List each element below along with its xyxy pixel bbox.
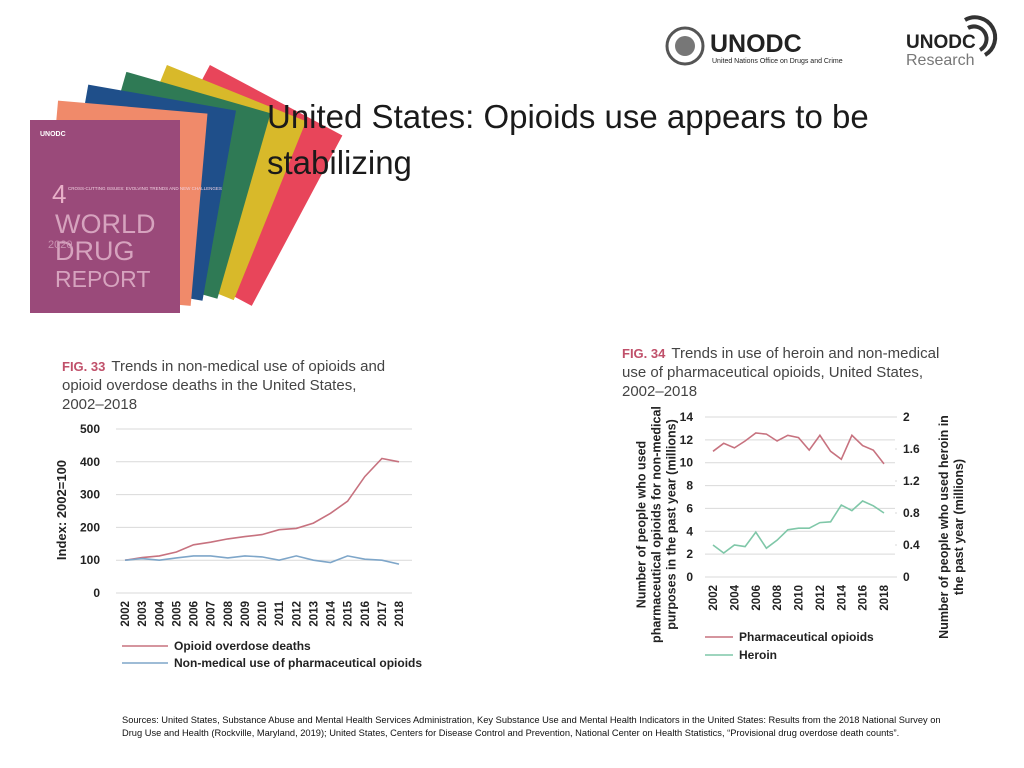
x-tick-label: 2018 — [879, 584, 891, 610]
cover-number: 4 — [52, 179, 66, 209]
x-tick-label: 2009 — [240, 601, 252, 627]
x-tick-label: 2011 — [274, 600, 286, 626]
y2-tick-label: 1.6 — [903, 442, 920, 456]
x-tick-label: 2014 — [326, 600, 338, 626]
x-tick-label: 2007 — [206, 601, 218, 627]
chart-heading: FIG. 34 Trends in use of heroin and non-m… — [622, 344, 962, 401]
chart-title: Trends in non-medical use of opioids and… — [62, 358, 386, 413]
series-line — [124, 457, 400, 561]
x-tick-label: 2015 — [343, 600, 355, 626]
unodc-logo: UNODC United Nations Office on Drugs and… — [665, 26, 843, 66]
chart-heading: FIG. 33 Trends in non-medical use of opio… — [62, 357, 392, 414]
chart-title: Trends in use of heroin and non-medical … — [622, 345, 940, 400]
figure-number: FIG. 34 — [622, 346, 666, 361]
cover-title: REPORT — [55, 266, 150, 292]
logo-text: Research — [906, 52, 974, 69]
y-tick-label: 2 — [686, 547, 693, 561]
x-tick-label: 2017 — [377, 601, 389, 627]
logo-text: UNODC — [906, 32, 976, 53]
series-line — [124, 555, 400, 565]
y-tick-label: 4 — [686, 524, 693, 538]
logo-text: UNODC — [710, 30, 802, 58]
y-axis-label: Index: 2002=100 — [54, 460, 69, 560]
y-tick-label: 200 — [80, 520, 100, 534]
y-tick-label: 400 — [80, 455, 100, 469]
x-tick-label: 2002 — [120, 601, 132, 627]
x-tick-label: 2010 — [257, 601, 269, 627]
x-tick-label: 2008 — [772, 584, 784, 610]
x-tick-label: 2006 — [189, 601, 201, 627]
figure-number: FIG. 33 — [62, 359, 106, 374]
x-tick-label: 2018 — [394, 600, 406, 626]
x-tick-label: 2012 — [815, 585, 827, 611]
slide-title: United States: Opioids use appears to be… — [267, 98, 869, 181]
x-tick-label: 2006 — [751, 585, 763, 611]
x-tick-label: 2002 — [708, 585, 720, 611]
x-tick-label: 2013 — [308, 601, 320, 627]
y-tick-label: 12 — [680, 433, 694, 447]
legend-label: Non-medical use of pharmaceutical opioid… — [174, 656, 422, 670]
y2-tick-label: 1.2 — [903, 474, 920, 488]
x-tick-label: 2003 — [137, 601, 149, 627]
y2-tick-label: 2 — [903, 410, 910, 424]
cover-brand: UNODC — [40, 131, 66, 138]
y-tick-label: 0 — [93, 586, 100, 600]
y-tick-label: 500 — [80, 422, 100, 436]
legend-label: Opioid overdose deaths — [174, 639, 311, 653]
legend-label: Heroin — [739, 648, 777, 662]
cover-title: DRUG — [55, 236, 135, 266]
x-tick-label: 2014 — [836, 584, 848, 610]
cover-subtitle: CROSS-CUTTING ISSUES: EVOLVING TRENDS AN… — [68, 186, 222, 191]
research-logo: UNODC Research — [906, 15, 998, 69]
sources: Sources: United States, Substance Abuse … — [122, 715, 941, 738]
y2-tick-label: 0 — [903, 570, 910, 584]
logo-subtitle: United Nations Office on Drugs and Crime — [712, 58, 843, 65]
y-tick-label: 14 — [680, 410, 694, 424]
y2-axis-label: Number of people who used heroin in the … — [937, 415, 966, 639]
cover-title: WORLD — [55, 209, 156, 239]
y-tick-label: 6 — [686, 501, 693, 515]
cover-year: 2020 — [48, 239, 72, 251]
legend-label: Pharmaceutical opioids — [739, 630, 874, 644]
report-covers: UNODC 4 CROSS-CUTTING ISSUES: EVOLVING T… — [30, 65, 343, 313]
y-tick-label: 10 — [680, 456, 694, 470]
series-line — [712, 500, 885, 554]
y2-tick-label: 0.4 — [903, 538, 920, 552]
x-tick-label: 2016 — [858, 585, 870, 611]
y-axis-label: Number of people who used pharmaceutical… — [634, 406, 679, 643]
y-tick-label: 0 — [686, 570, 693, 584]
x-tick-label: 2008 — [223, 600, 235, 626]
x-tick-label: 2010 — [794, 585, 806, 611]
x-tick-label: 2004 — [729, 584, 741, 610]
x-tick-label: 2016 — [360, 601, 372, 627]
y-tick-label: 300 — [80, 488, 100, 502]
x-tick-label: 2005 — [171, 600, 183, 626]
x-tick-label: 2012 — [291, 601, 303, 627]
y-tick-label: 100 — [80, 553, 100, 567]
x-tick-label: 2004 — [154, 600, 166, 626]
y-tick-label: 8 — [686, 479, 693, 493]
y2-tick-label: 0.8 — [903, 506, 920, 520]
series-line — [712, 432, 885, 465]
